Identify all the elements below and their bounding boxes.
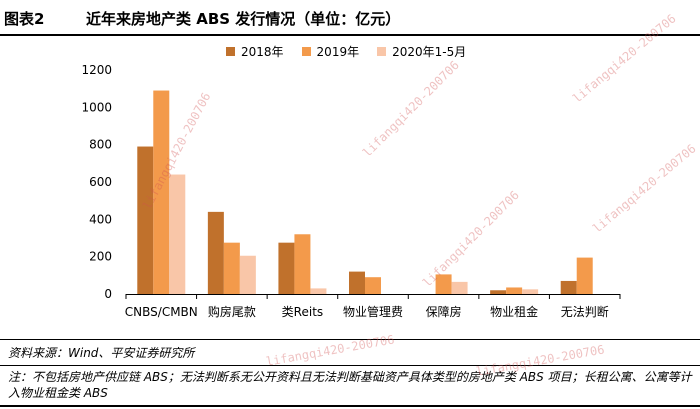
legend-swatch-2019 <box>301 46 311 56</box>
y-tick-label: 0 <box>104 287 112 301</box>
x-tick-label: 物业租金 <box>490 304 538 319</box>
x-tick-label: 无法判断 <box>561 304 609 319</box>
bar <box>451 281 468 294</box>
legend-swatch-2020 <box>377 46 387 56</box>
bar <box>506 287 523 294</box>
x-tick-label: 物业管理费 <box>343 304 403 319</box>
x-tick-label: 购房尾款 <box>208 304 256 319</box>
legend-item-2019: 2019年 <box>301 43 360 60</box>
y-tick-label: 1000 <box>81 100 112 114</box>
bar-chart: 0 200 400 600 800 1000 1200 CNBS/CMBN 购房尾款 类Reits… <box>81 63 621 319</box>
figure-header: 图表2 近年来房地产类 ABS 发行情况（单位：亿元） <box>0 0 700 36</box>
legend-label-2020: 2020年1-5月 <box>392 44 467 59</box>
bar <box>522 289 539 294</box>
figure-label: 图表2 <box>4 10 45 28</box>
bar <box>169 174 186 294</box>
bar <box>239 255 256 294</box>
bar <box>137 146 154 294</box>
bar <box>490 290 507 294</box>
bar <box>278 242 295 294</box>
legend-swatch-2018 <box>226 46 235 56</box>
bar <box>223 242 240 294</box>
bar <box>435 274 452 294</box>
legend-label-2018: 2018年 <box>241 44 284 59</box>
bar <box>153 90 170 295</box>
bar <box>310 288 327 294</box>
figure-title: 近年来房地产类 ABS 发行情况（单位：亿元） <box>86 10 401 28</box>
y-tick-label: 200 <box>89 250 112 264</box>
y-tick-label: 600 <box>89 175 112 189</box>
bar <box>294 234 311 294</box>
source-rule <box>0 365 700 366</box>
bar <box>365 277 381 294</box>
y-tick-label: 400 <box>89 212 112 226</box>
x-tick-label: CNBS/CMBN <box>125 305 198 319</box>
bar <box>207 211 224 294</box>
source-text: 资料来源：Wind、平安证券研究所 <box>8 346 195 360</box>
bar <box>560 280 577 294</box>
y-tick-label: 800 <box>89 138 112 152</box>
footer-rule <box>0 405 700 407</box>
note-text: 注：不包括房地产供应链 ABS；无法判断系无公开资料且无法判断基础资产具体类型的… <box>8 370 692 400</box>
y-tick-label: 1200 <box>81 63 112 77</box>
legend-item-2020: 2020年1-5月 <box>377 43 466 60</box>
chart-rule <box>0 339 700 340</box>
legend-label-2019: 2019年 <box>316 44 360 59</box>
header-rule <box>0 34 700 36</box>
bar <box>576 257 593 294</box>
x-tick-label: 保障房 <box>426 304 462 319</box>
chart-legend: 2018年 2019年 2020年1-5月 <box>226 42 484 60</box>
legend-item-2018: 2018年 <box>226 43 284 60</box>
bar <box>349 271 365 294</box>
x-tick-label: 类Reits <box>282 305 323 319</box>
